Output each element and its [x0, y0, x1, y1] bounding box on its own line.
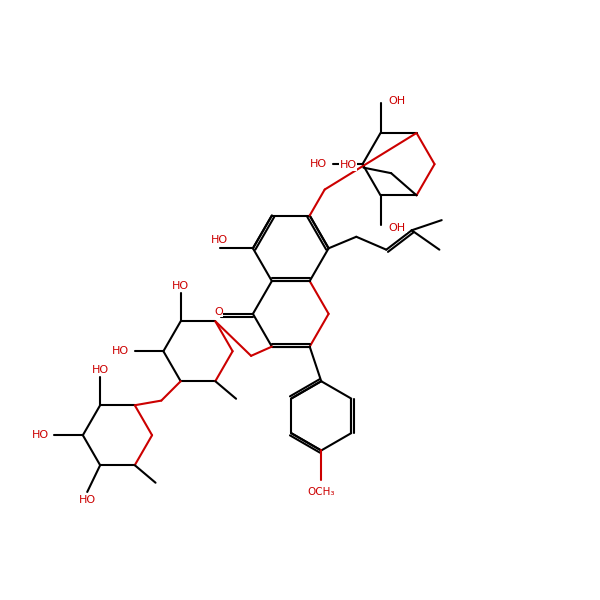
Text: OCH₃: OCH₃ — [307, 487, 335, 497]
Text: HO: HO — [92, 365, 109, 374]
Text: HO: HO — [211, 235, 228, 245]
Text: HO: HO — [79, 495, 96, 505]
Text: OH: OH — [389, 95, 406, 106]
Text: HO: HO — [32, 430, 49, 440]
Text: O: O — [214, 307, 223, 317]
Text: HO: HO — [310, 159, 327, 169]
Text: HO: HO — [172, 281, 189, 291]
Text: HO: HO — [112, 346, 129, 356]
Text: OH: OH — [389, 223, 406, 233]
Text: HO: HO — [340, 160, 356, 170]
